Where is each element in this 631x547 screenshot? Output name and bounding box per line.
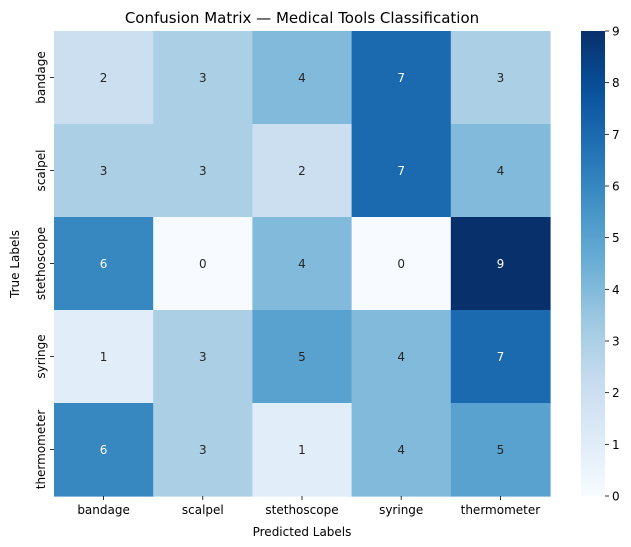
heatmap-cell [450, 31, 551, 125]
cell-value-label: 4 [397, 350, 405, 364]
cell-value-label: 4 [497, 164, 505, 178]
cell-value-label: 1 [100, 350, 108, 364]
colorbar-tick-label: 8 [612, 76, 620, 90]
cell-value-label: 7 [397, 71, 405, 85]
cell-value-label: 3 [199, 350, 207, 364]
heatmap-cell [153, 403, 253, 497]
x-tick-label: bandage [77, 503, 130, 517]
heatmap-cell [351, 31, 452, 125]
colorbar-tick-label: 6 [612, 180, 620, 194]
heatmap-cell [252, 31, 353, 125]
x-tick-label: scalpel [182, 503, 224, 517]
y-axis-ticks: bandage scalpel stethoscope syringe thermome… [34, 51, 54, 489]
x-tick-label: thermometer [461, 503, 541, 517]
heatmap-cell [351, 217, 452, 311]
colorbar-tick-label: 9 [612, 25, 620, 39]
x-axis-label: Predicted Labels [253, 525, 352, 539]
cell-value-label: 7 [497, 350, 505, 364]
heatmap-cell [54, 31, 154, 125]
heatmap-cell [54, 310, 154, 404]
colorbar-tick-label: 3 [612, 335, 620, 349]
cell-value-label: 2 [100, 71, 108, 85]
y-tick-label: scalpel [34, 150, 48, 192]
y-axis-label: True Labels [8, 230, 22, 299]
chart-title: Confusion Matrix — Medical Tools Classif… [125, 9, 479, 27]
cell-value-label: 3 [497, 71, 505, 85]
heatmap-cell [54, 124, 154, 218]
cell-value-label: 0 [199, 257, 207, 271]
heatmap-cell [153, 217, 253, 311]
colorbar-tick-label: 1 [612, 438, 620, 452]
cell-value-label: 3 [100, 164, 108, 178]
colorbar-tick-label: 0 [612, 490, 620, 504]
heatmap-cell [153, 124, 253, 218]
heatmap-cell [450, 124, 551, 218]
cell-value-label: 4 [397, 443, 405, 457]
heatmap-cell [351, 310, 452, 404]
y-tick-label: thermometer [34, 410, 48, 490]
cell-value-label: 3 [199, 71, 207, 85]
heatmap-cell [351, 124, 452, 218]
heatmap-cell [450, 403, 551, 497]
heatmap-cell [252, 310, 353, 404]
cell-value-label: 5 [298, 350, 306, 364]
colorbar-tick-label: 5 [612, 231, 620, 245]
cell-value-label: 0 [397, 257, 405, 271]
cell-value-label: 5 [497, 443, 505, 457]
colorbar-gradient [581, 31, 605, 496]
cell-value-label: 4 [298, 257, 306, 271]
cell-value-label: 6 [100, 443, 108, 457]
heatmap-cell [351, 403, 452, 497]
cell-value-label: 1 [298, 443, 306, 457]
y-tick-label: syringe [34, 334, 48, 378]
heatmap-cells [54, 31, 551, 497]
y-tick-label: bandage [34, 51, 48, 104]
colorbar-tick-label: 2 [612, 386, 620, 400]
cell-value-label: 3 [199, 164, 207, 178]
cell-value-label: 3 [199, 443, 207, 457]
colorbar-tick-label: 4 [612, 283, 620, 297]
colorbar-tick-label: 7 [612, 128, 620, 142]
heatmap-cell [252, 403, 353, 497]
x-axis-ticks: bandage scalpel stethoscope syringe thermome… [77, 496, 540, 517]
heatmap-annotations: 2 3 4 7 3 3 3 2 7 4 6 0 4 0 9 1 3 5 4 7 6 3 1 4 5 [100, 71, 504, 457]
heatmap-cell [450, 217, 551, 311]
heatmap-cell [153, 310, 253, 404]
heatmap-cell [450, 310, 551, 404]
cell-value-label: 7 [397, 164, 405, 178]
y-tick-label: stethoscope [34, 227, 48, 300]
cell-value-label: 9 [497, 257, 505, 271]
colorbar: 0 1 2 3 4 5 6 7 8 9 [581, 25, 620, 504]
x-tick-label: stethoscope [265, 503, 338, 517]
heatmap-cell [153, 31, 253, 125]
heatmap-cell [54, 403, 154, 497]
cell-value-label: 2 [298, 164, 306, 178]
cell-value-label: 6 [100, 257, 108, 271]
heatmap-cell [252, 217, 353, 311]
heatmap-cell [54, 217, 154, 311]
cell-value-label: 4 [298, 71, 306, 85]
heatmap-cell [252, 124, 353, 218]
x-tick-label: syringe [379, 503, 423, 517]
